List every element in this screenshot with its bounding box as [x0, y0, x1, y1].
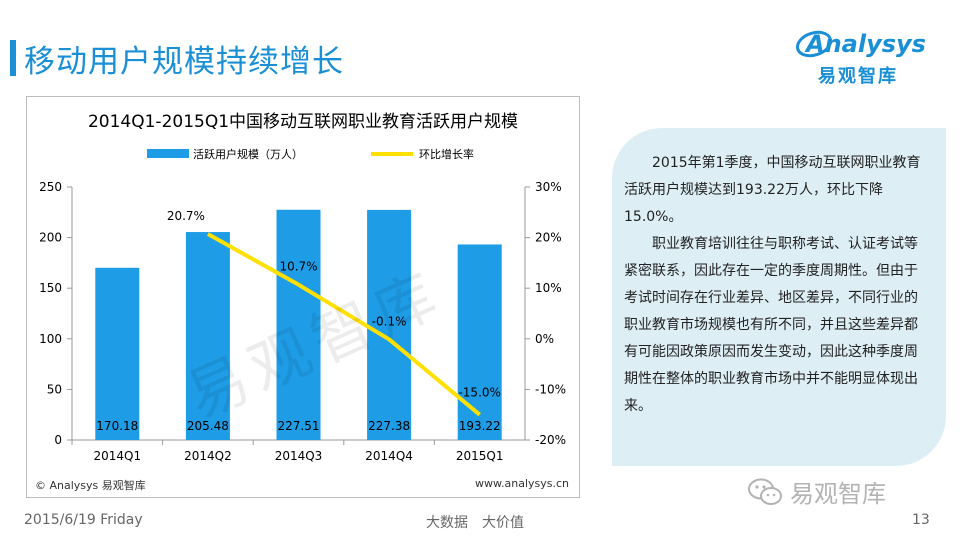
y-right-tick-label: 0% — [535, 332, 554, 346]
growth-rate-label: 20.7% — [167, 209, 205, 223]
chart-panel: 2014Q1-2015Q1中国移动互联网职业教育活跃用户规模活跃用户规模（万人）… — [26, 96, 580, 498]
legend-swatch-bar — [147, 149, 189, 158]
commentary-paragraph-1: 2015年第1季度，中国移动互联网职业教育活跃用户规模达到193.22万人，环比… — [624, 155, 921, 225]
title-accent-bar — [10, 40, 16, 76]
footer-date: 2015/6/19 Friday — [24, 512, 143, 528]
y-right-tick-label: 10% — [535, 281, 562, 295]
logo-wordmark: Analysys — [806, 30, 926, 58]
chart-source-copyright: © Analysys 易观智库 — [35, 479, 146, 492]
x-tick-label: 2014Q2 — [184, 449, 232, 463]
y-left-tick-label: 0 — [54, 433, 62, 447]
y-right-tick-label: -10% — [535, 382, 566, 396]
footer-slogan: 大数据 大价值 — [426, 515, 524, 531]
growth-rate-line — [206, 232, 481, 417]
bar-value-label: 193.22 — [459, 419, 501, 433]
commentary-text: 2015年第1季度，中国移动互联网职业教育活跃用户规模达到193.22万人，环比… — [624, 150, 924, 420]
bar-2014Q2 — [185, 232, 230, 440]
logo-chinese-name: 易观智库 — [818, 66, 898, 87]
logo-swoosh-icon — [795, 30, 833, 58]
y-right-tick-label: 30% — [535, 180, 562, 194]
wechat-watermark: 易观智库 — [748, 474, 886, 509]
commentary-box: 2015年第1季度，中国移动互联网职业教育活跃用户规模达到193.22万人，环比… — [612, 128, 946, 466]
bar-2015Q1 — [457, 244, 502, 440]
bar-2014Q3 — [276, 209, 321, 440]
y-right-tick-label: 20% — [535, 231, 562, 245]
analysys-logo: Analysys 易观智库 — [790, 22, 940, 92]
x-tick-label: 2015Q1 — [456, 449, 504, 463]
bar-2014Q4 — [367, 209, 412, 440]
y-left-tick-label: 150 — [39, 281, 62, 295]
growth-rate-label: 10.7% — [279, 260, 317, 274]
y-left-tick-label: 100 — [39, 332, 62, 346]
bar-value-label: 205.48 — [187, 419, 229, 433]
bar-value-label: 227.51 — [278, 419, 320, 433]
y-left-tick-label: 50 — [47, 382, 62, 396]
chart-source-url[interactable]: www.analysys.cn — [475, 477, 569, 490]
bar-value-label: 170.18 — [96, 419, 138, 433]
chart-svg: 2014Q1-2015Q1中国移动互联网职业教育活跃用户规模活跃用户规模（万人）… — [39, 112, 566, 463]
y-left-tick-label: 200 — [39, 231, 62, 245]
wechat-watermark-text: 易观智库 — [790, 480, 886, 508]
bar-2014Q1 — [95, 267, 140, 440]
page-number: 13 — [912, 512, 930, 528]
growth-rate-label: -15.0% — [458, 386, 500, 400]
legend-label-line: 环比增长率 — [419, 147, 474, 161]
chart-title: 2014Q1-2015Q1中国移动互联网职业教育活跃用户规模 — [88, 112, 518, 132]
x-tick-label: 2014Q3 — [275, 449, 323, 463]
legend-label-bar: 活跃用户规模（万人） — [193, 147, 303, 161]
y-right-tick-label: -20% — [535, 433, 566, 447]
growth-rate-label: -0.1% — [372, 314, 407, 328]
commentary-paragraph-2: 职业教育培训往往与职称考试、认证考试等紧密联系，因此存在一定的季度周期性。但由于… — [624, 236, 918, 414]
wechat-icon — [748, 478, 782, 505]
bar-value-label: 227.38 — [368, 419, 410, 433]
x-tick-label: 2014Q4 — [365, 449, 413, 463]
page-title: 移动用户规模持续增长 — [24, 44, 344, 80]
x-tick-label: 2014Q1 — [93, 449, 141, 463]
y-left-tick-label: 250 — [39, 180, 62, 194]
